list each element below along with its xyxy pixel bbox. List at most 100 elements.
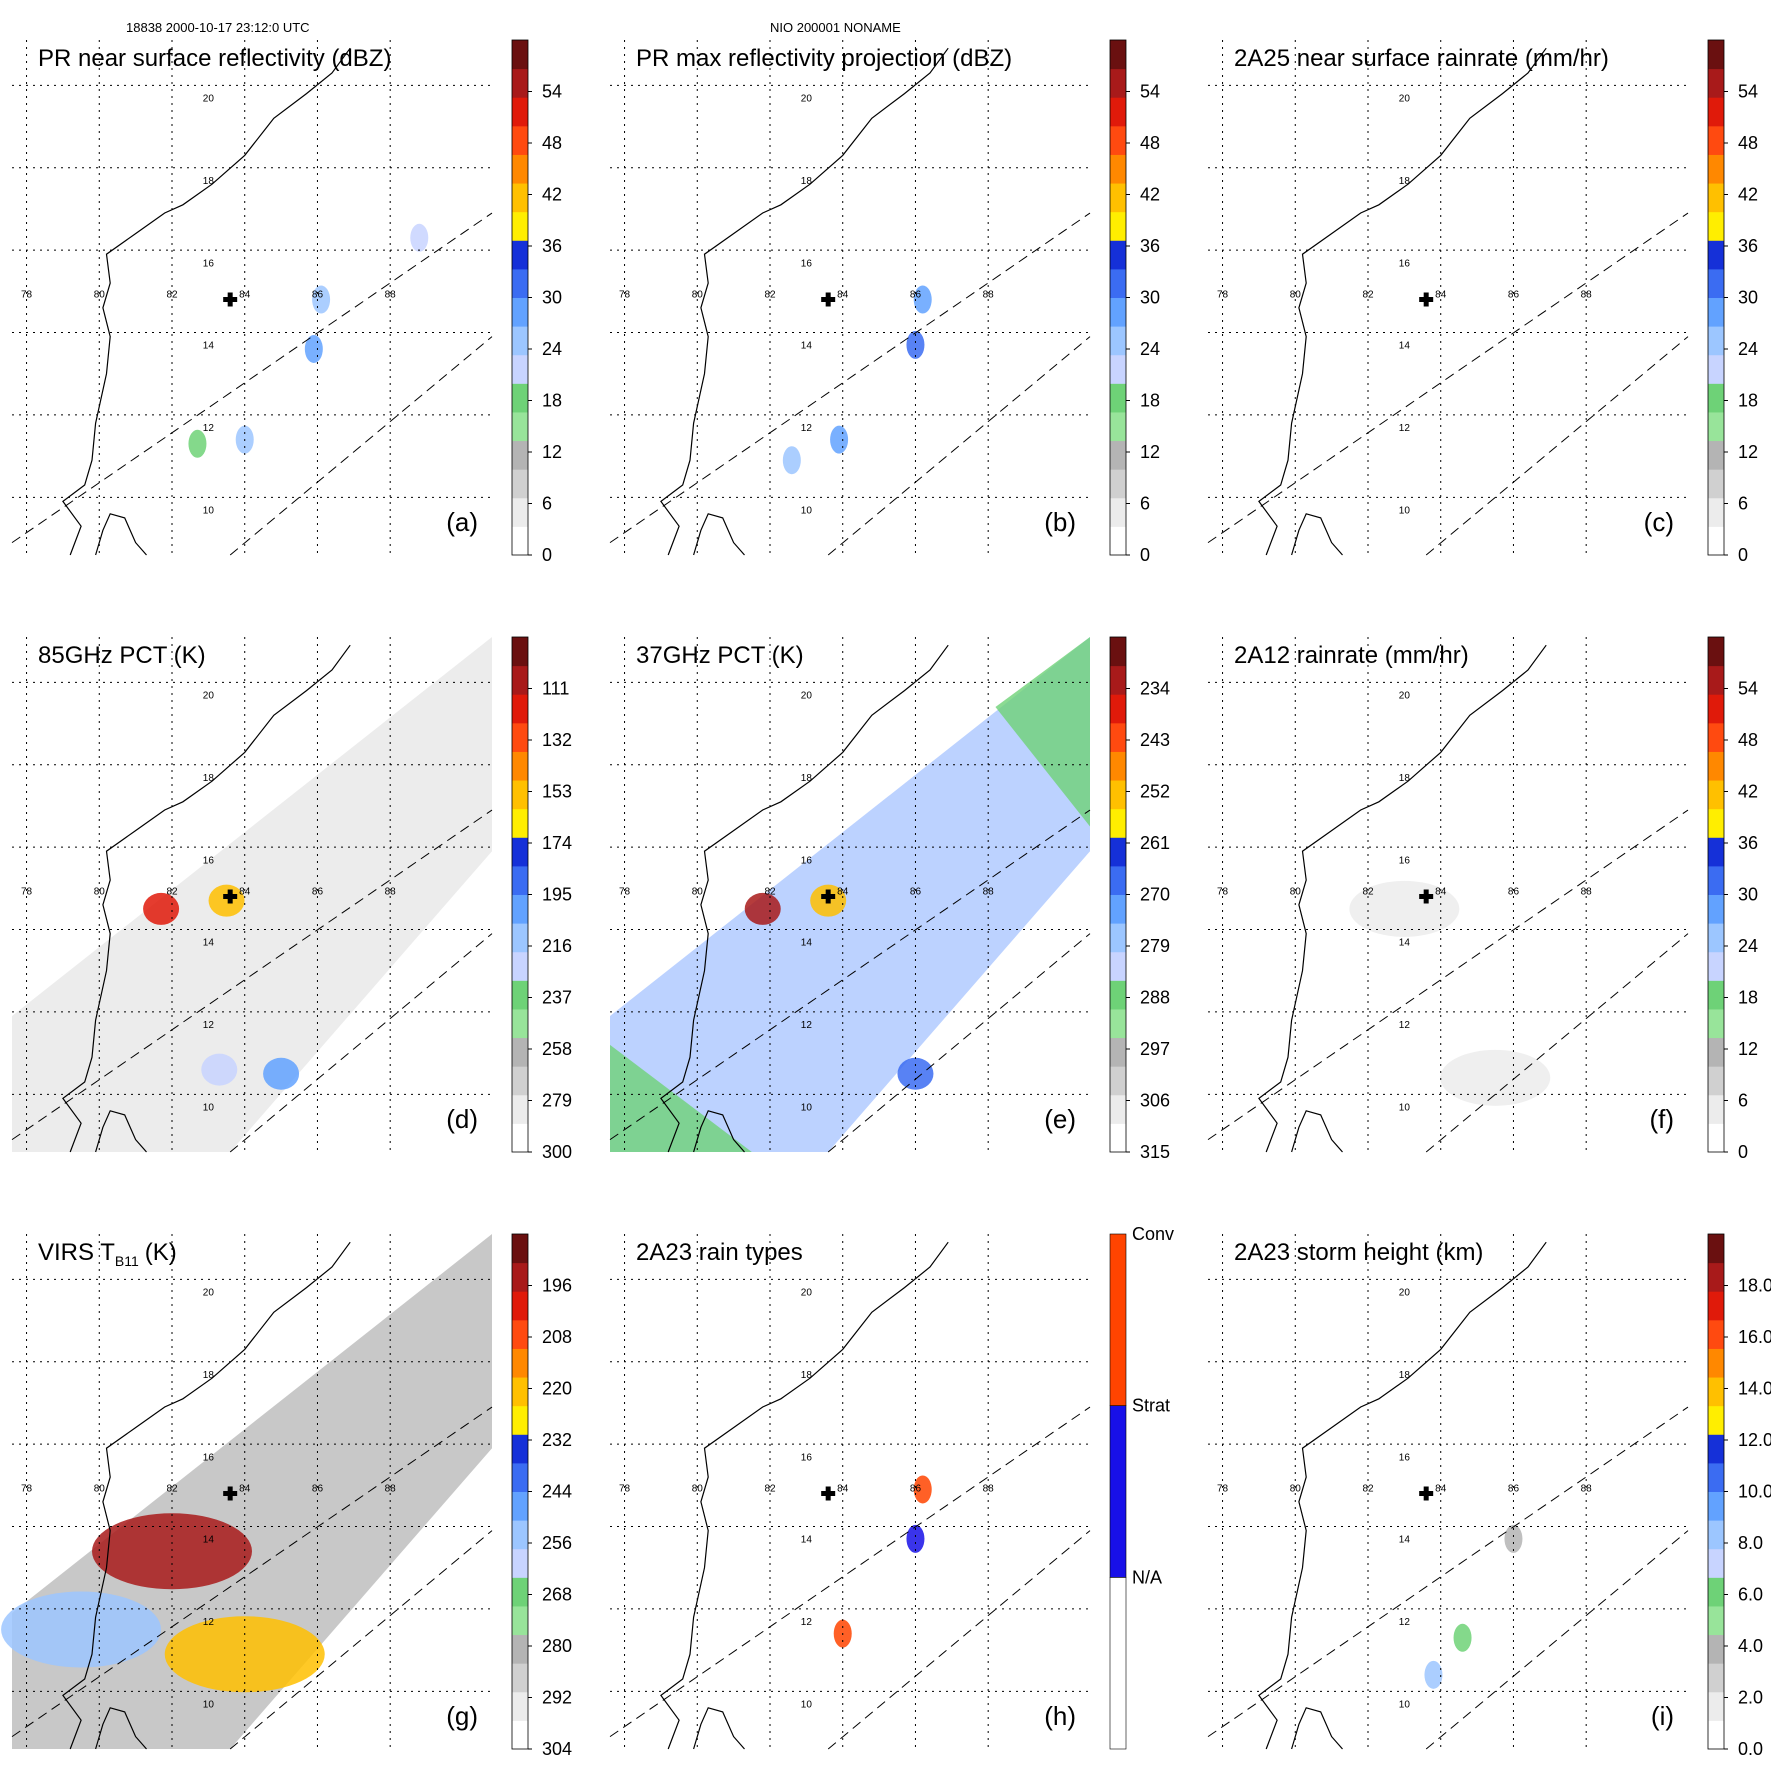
colorbar-tick-label: 6 [1738, 1091, 1748, 1111]
colorbar-segment [512, 1377, 528, 1407]
grid-label-lon: 80 [692, 290, 704, 301]
grid-label-lon: 82 [764, 290, 776, 301]
colorbar-tick-label: 42 [1738, 185, 1758, 205]
colorbar-segment [1708, 1291, 1724, 1321]
colorbar-tick-label: 36 [542, 236, 562, 256]
colorbar-segment [1708, 1008, 1724, 1039]
colorbar-segment [1110, 665, 1126, 695]
colorbar-tick-label: 36 [1140, 236, 1160, 256]
data-feature [304, 335, 323, 363]
colorbar-tick-label: 256 [542, 1533, 572, 1553]
colorbar-segment [512, 1691, 528, 1721]
data-feature [906, 330, 925, 359]
coastline-srilanka [693, 1110, 745, 1153]
colorbar-segment [1708, 1037, 1724, 1067]
swath-edge [609, 1406, 1091, 1738]
data-feature [312, 285, 331, 314]
colorbar-segment [512, 1348, 528, 1378]
panel-label: (a) [446, 507, 478, 537]
data-feature [744, 892, 781, 925]
colorbar: 315 306 297 288 279 270 261 252 243 234 [1109, 636, 1170, 1162]
swath-edge [1425, 933, 1689, 1153]
storm-center-marker [223, 1486, 238, 1501]
grid-label-lat: 16 [203, 258, 215, 269]
grid-label-lat: 10 [801, 1103, 813, 1114]
colorbar-segment [1708, 1720, 1724, 1750]
grid-label-lat: 18 [203, 176, 215, 187]
grid-label-lon: 80 [94, 1484, 106, 1495]
data-feature [188, 429, 207, 458]
colorbar-tick-label: 42 [1738, 782, 1758, 802]
colorbar-tick-label: 10.0 [1738, 1482, 1771, 1502]
grid-label-lon: 88 [385, 887, 397, 898]
colorbar-segment [1110, 837, 1126, 867]
colorbar-segment [512, 1319, 528, 1349]
colorbar-tick-label: 280 [542, 1636, 572, 1656]
colorbar-segment [1110, 469, 1126, 499]
colorbar-tick-label: 279 [1140, 936, 1170, 956]
colorbar-tick-label: 6 [1738, 494, 1748, 514]
colorbar: 300 279 258 237 216 195 174 153 132 111 [511, 636, 572, 1162]
grid-label-lon: 78 [1217, 887, 1229, 898]
colorbar-tick-label: 18 [1738, 391, 1758, 411]
colorbar-segment [512, 694, 528, 724]
coastline [62, 1241, 351, 1750]
grid-label-lat: 16 [801, 1452, 813, 1463]
swath-edge [229, 336, 493, 556]
colorbar-segment [512, 411, 528, 442]
swath-edge [1207, 212, 1689, 544]
grid-label-lon: 80 [1290, 290, 1302, 301]
colorbar-segment [1110, 40, 1126, 70]
colorbar-tick-label: 288 [1140, 988, 1170, 1008]
coastline-srilanka [95, 1707, 147, 1750]
grid-label-lon: 78 [619, 887, 631, 898]
grid-label-lon: 82 [764, 887, 776, 898]
grid-label-lon: 82 [166, 1484, 178, 1495]
colorbar-segment [1110, 440, 1126, 470]
panel-label: (d) [446, 1104, 478, 1134]
colorbar-segment [1708, 722, 1724, 752]
panel-label: (i) [1651, 1701, 1674, 1731]
grid-label-lon: 80 [692, 1484, 704, 1495]
grid-label-lon: 88 [1581, 290, 1593, 301]
grid-label-lat: 12 [801, 1617, 813, 1628]
panel-label: (c) [1644, 507, 1674, 537]
colorbar-segment [1110, 894, 1126, 924]
storm-center-marker [1419, 292, 1434, 307]
panel-title: VIRS TB11 (K) [38, 1239, 177, 1269]
colorbar-segment [1708, 40, 1724, 70]
colorbar-tick-label: 0 [1140, 545, 1150, 565]
colorbar-tick-label: 216 [542, 936, 572, 956]
data-feature [410, 223, 429, 252]
coastline-srilanka [1291, 1707, 1343, 1750]
colorbar-segment [512, 1491, 528, 1521]
colorbar-tick-label: 252 [1140, 782, 1170, 802]
panel-f: 78 80 82 84 86 88 10 12 14 16 18 20 2A12 rainrate (m… [1207, 636, 1758, 1162]
coastline [1258, 1241, 1547, 1750]
colorbar-segment [512, 211, 528, 241]
land-warm-region [610, 1044, 752, 1152]
grid-label-lat: 12 [203, 1020, 215, 1031]
data-feature [143, 892, 180, 925]
grid-label-lon: 88 [1581, 887, 1593, 898]
grid-label-lat: 18 [203, 1370, 215, 1381]
data-feature [1504, 330, 1523, 359]
grid-label-lat: 16 [801, 258, 813, 269]
grid-label-lon: 86 [312, 1484, 324, 1495]
grid-label-lat: 10 [801, 1700, 813, 1711]
colorbar-segment [1708, 1663, 1724, 1693]
colorbar-tick-label: 6 [1140, 494, 1150, 514]
colorbar-segment [1708, 211, 1724, 241]
colorbar-segment [512, 980, 528, 1010]
grid-label-lon: 88 [1581, 1484, 1593, 1495]
colorbar-segment [512, 665, 528, 695]
grid-label-lon: 78 [21, 290, 33, 301]
colorbar-segment [1708, 1094, 1724, 1124]
panel-label: (f) [1649, 1104, 1674, 1134]
colorbar-segment [1110, 694, 1126, 724]
colorbar-segment [1110, 411, 1126, 442]
grid-label-lat: 14 [203, 341, 215, 352]
colorbar-tick-label: 30 [1738, 288, 1758, 308]
colorbar-segment [1708, 665, 1724, 695]
colorbar-segment [512, 354, 528, 384]
